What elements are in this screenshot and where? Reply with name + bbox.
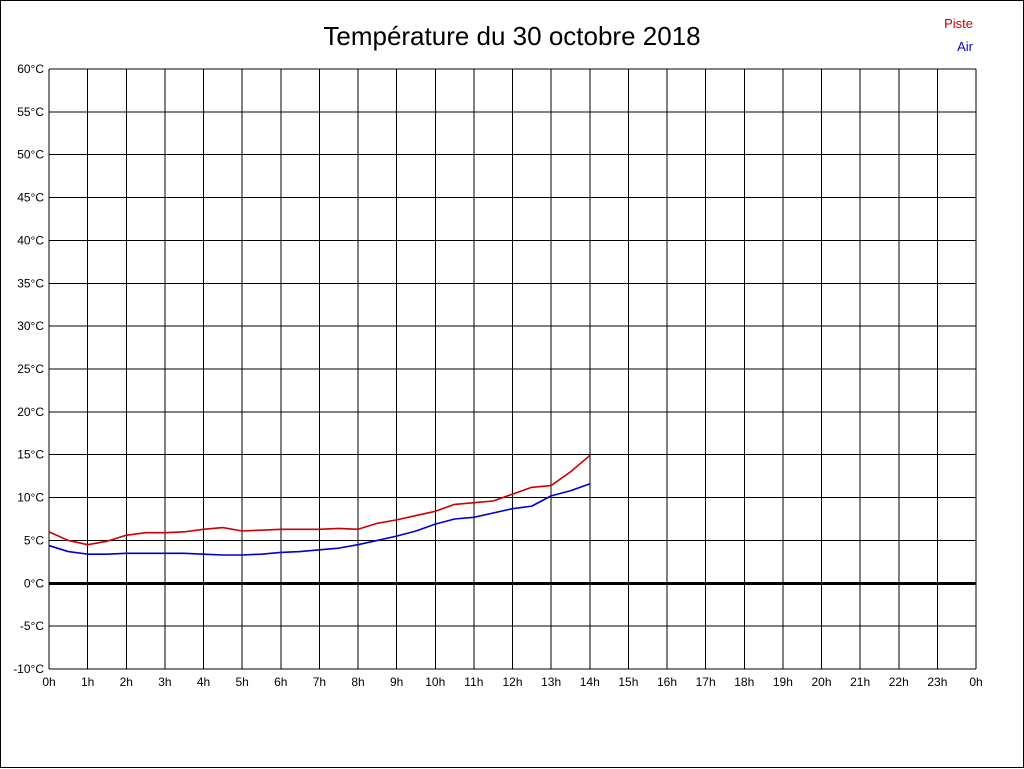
svg-text:16h: 16h: [657, 675, 677, 689]
svg-text:5°C: 5°C: [24, 533, 44, 547]
legend-item-air: Air: [957, 38, 973, 54]
legend-item-piste: Piste: [944, 16, 973, 31]
svg-text:20h: 20h: [811, 675, 831, 689]
svg-text:10h: 10h: [425, 675, 445, 689]
svg-text:0h: 0h: [969, 675, 982, 689]
svg-text:0h: 0h: [42, 675, 55, 689]
svg-text:14h: 14h: [580, 675, 600, 689]
svg-text:60°C: 60°C: [17, 62, 44, 76]
svg-text:6h: 6h: [274, 675, 287, 689]
svg-text:3h: 3h: [158, 675, 171, 689]
svg-text:21h: 21h: [850, 675, 870, 689]
svg-text:7h: 7h: [313, 675, 326, 689]
svg-text:20°C: 20°C: [17, 405, 44, 419]
svg-text:12h: 12h: [502, 675, 522, 689]
svg-text:13h: 13h: [541, 675, 561, 689]
svg-text:5h: 5h: [235, 675, 248, 689]
svg-text:4h: 4h: [197, 675, 210, 689]
svg-text:-5°C: -5°C: [20, 619, 44, 633]
svg-text:0°C: 0°C: [24, 576, 44, 590]
svg-text:15h: 15h: [618, 675, 638, 689]
svg-text:40°C: 40°C: [17, 233, 44, 247]
svg-text:-10°C: -10°C: [13, 662, 44, 676]
svg-text:8h: 8h: [351, 675, 364, 689]
svg-text:2h: 2h: [120, 675, 133, 689]
svg-text:18h: 18h: [734, 675, 754, 689]
svg-text:10°C: 10°C: [17, 491, 44, 505]
svg-text:17h: 17h: [696, 675, 716, 689]
svg-text:22h: 22h: [889, 675, 909, 689]
svg-text:55°C: 55°C: [17, 105, 44, 119]
svg-text:11h: 11h: [464, 675, 483, 689]
svg-text:15°C: 15°C: [17, 448, 44, 462]
svg-text:25°C: 25°C: [17, 362, 44, 376]
svg-text:19h: 19h: [773, 675, 793, 689]
chart-legend: Piste Air: [944, 13, 973, 59]
svg-text:30°C: 30°C: [17, 319, 44, 333]
svg-text:1h: 1h: [81, 675, 94, 689]
svg-text:9h: 9h: [390, 675, 403, 689]
svg-text:50°C: 50°C: [17, 148, 44, 162]
svg-text:23h: 23h: [927, 675, 947, 689]
chart-title: Température du 30 octobre 2018: [323, 21, 701, 51]
svg-text:35°C: 35°C: [17, 276, 44, 290]
svg-text:45°C: 45°C: [17, 191, 44, 205]
